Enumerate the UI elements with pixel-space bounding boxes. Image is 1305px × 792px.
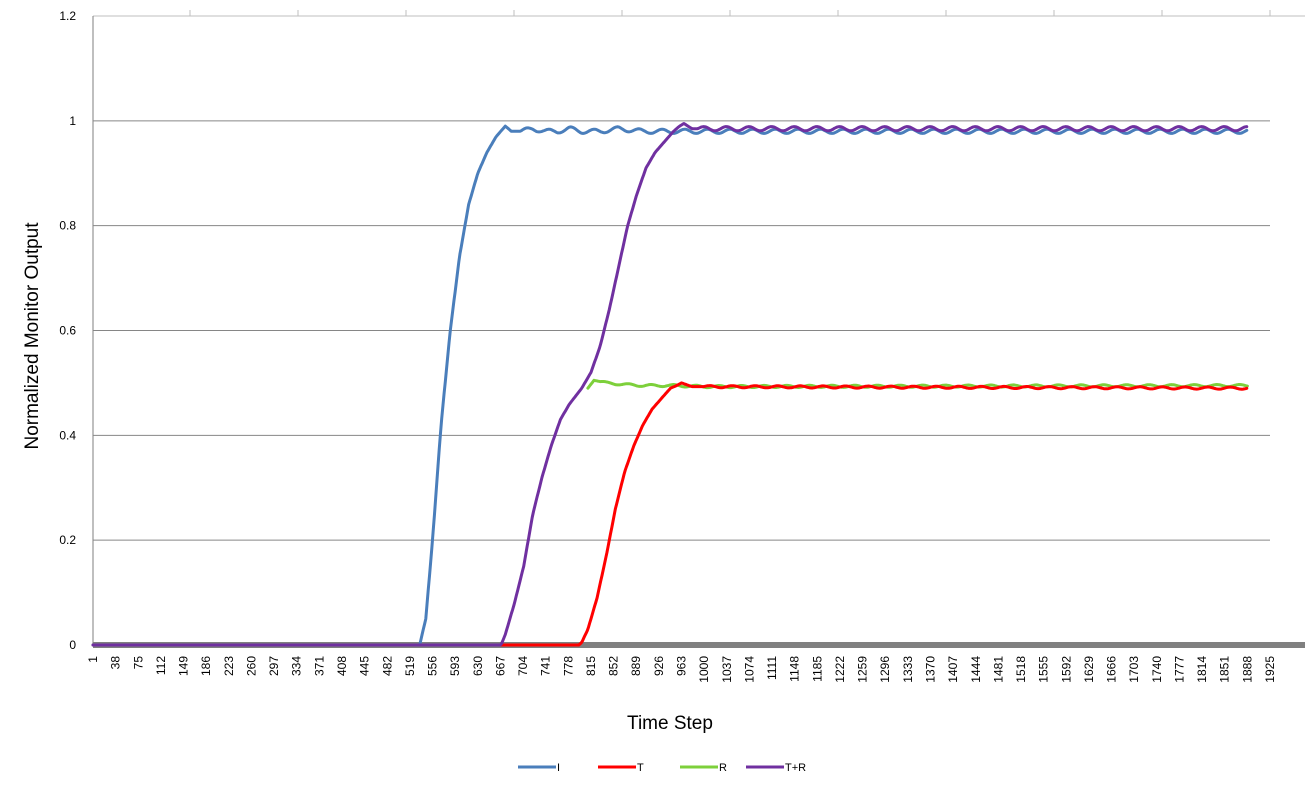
x-tick-label: 112 <box>154 656 168 675</box>
y-tick-label: 0 <box>69 638 76 652</box>
x-tick-label: 1 <box>86 656 100 663</box>
x-tick-label: 1111 <box>765 656 779 680</box>
x-tick-label: 963 <box>675 656 689 676</box>
x-tick-label: 1814 <box>1195 656 1209 683</box>
legend-label: T+R <box>785 762 806 774</box>
x-tick-label: 1666 <box>1105 656 1119 683</box>
x-tick-label: 1333 <box>901 656 915 683</box>
series-line-t <box>91 381 1249 647</box>
x-axis-ticks: 1 38 75 112 149 186 223 260 297 334 371 408 445 482 51… <box>86 656 1277 683</box>
x-tick-label: 1259 <box>856 656 870 683</box>
x-tick-label: 1740 <box>1150 656 1164 683</box>
x-tick-label: 482 <box>380 656 394 676</box>
legend-label: R <box>719 762 727 774</box>
x-tick-label: 630 <box>471 656 485 676</box>
x-tick-label: 1518 <box>1014 656 1028 683</box>
x-tick-label: 223 <box>222 656 236 676</box>
y-tick-label: 0.2 <box>59 533 76 547</box>
x-tick-label: 667 <box>493 656 507 676</box>
x-tick-label: 260 <box>244 656 258 676</box>
x-tick-label: 1000 <box>697 656 711 683</box>
x-tick-label: 704 <box>516 656 530 676</box>
y-tick-label: 0.6 <box>59 324 76 338</box>
x-tick-label: 1777 <box>1172 656 1186 683</box>
x-tick-label: 778 <box>561 656 575 676</box>
x-tick-label: 186 <box>199 656 213 676</box>
x-tick-label: 1074 <box>742 656 756 683</box>
x-tick-label: 1370 <box>923 656 937 683</box>
series-line-t-plus-r <box>91 122 1249 647</box>
legend-label: T <box>637 762 644 774</box>
x-tick-label: 445 <box>358 656 372 676</box>
x-axis-title: Time Step <box>627 713 713 734</box>
series-lines <box>91 122 1249 647</box>
x-tick-label: 1481 <box>991 656 1005 683</box>
x-tick-label: 334 <box>290 656 304 676</box>
x-tick-label: 1703 <box>1127 656 1141 683</box>
x-tick-label: 1037 <box>720 656 734 683</box>
x-tick-label: 852 <box>607 656 621 676</box>
x-tick-label: 1296 <box>878 656 892 683</box>
y-tick-label: 0.8 <box>59 219 76 233</box>
x-tick-label: 1851 <box>1218 656 1232 683</box>
y-tick-label: 1 <box>69 114 76 128</box>
x-tick-label: 371 <box>312 656 326 676</box>
y-tick-label: 1.2 <box>59 9 76 23</box>
y-axis-title: Normalized Monitor Output <box>22 222 43 450</box>
x-tick-label: 519 <box>403 656 417 676</box>
x-tick-label: 1407 <box>946 656 960 683</box>
x-tick-label: 408 <box>335 656 349 676</box>
x-tick-label: 1888 <box>1240 656 1254 683</box>
x-tick-label: 926 <box>652 656 666 676</box>
x-tick-label: 593 <box>448 656 462 676</box>
x-tick-label: 556 <box>426 656 440 676</box>
x-tick-label: 75 <box>131 656 145 670</box>
x-tick-label: 1148 <box>788 656 802 682</box>
legend: I T R T+R <box>518 762 806 774</box>
x-tick-label: 1555 <box>1037 656 1051 683</box>
x-tick-label: 149 <box>177 656 191 676</box>
x-tick-label: 1444 <box>969 656 983 683</box>
grid-lines <box>92 10 1305 648</box>
x-tick-label: 889 <box>629 656 643 676</box>
legend-label: I <box>557 762 560 774</box>
x-tick-label: 38 <box>109 656 123 670</box>
x-tick-label: 297 <box>267 656 281 676</box>
x-tick-label: 1185 <box>810 656 824 682</box>
y-axis-ticks: 0 0.2 0.4 0.6 0.8 1 1.2 <box>59 9 76 652</box>
x-tick-label: 1629 <box>1082 656 1096 683</box>
x-tick-label: 741 <box>539 656 553 676</box>
x-tick-label: 1592 <box>1059 656 1073 683</box>
y-tick-label: 0.4 <box>59 428 76 442</box>
x-tick-label: 1925 <box>1263 656 1277 683</box>
x-tick-label: 815 <box>584 656 598 676</box>
x-tick-label: 1222 <box>833 656 847 683</box>
